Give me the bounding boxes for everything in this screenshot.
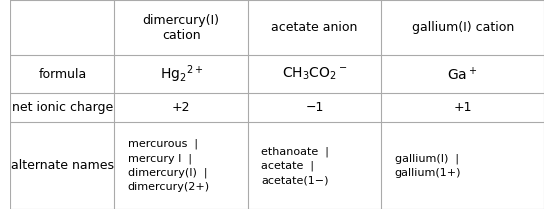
Text: ethanoate  |
acetate  |
acetate(1−): ethanoate | acetate | acetate(1−) [261, 146, 329, 185]
Text: net ionic charge: net ionic charge [12, 101, 113, 114]
Text: gallium(I) cation: gallium(I) cation [411, 21, 514, 34]
Text: mercurous  |
mercury I  |
dimercury(I)  |
dimercury(2+): mercurous | mercury I | dimercury(I) | d… [128, 139, 210, 192]
Text: formula: formula [38, 68, 86, 81]
Text: CH$_3$CO$_2$$^-$: CH$_3$CO$_2$$^-$ [282, 66, 347, 82]
Text: +1: +1 [453, 101, 472, 114]
Text: −1: −1 [305, 101, 324, 114]
Text: alternate names: alternate names [11, 159, 114, 172]
Text: Ga$^+$: Ga$^+$ [448, 66, 478, 83]
Text: +2: +2 [172, 101, 190, 114]
Text: dimercury(I)
cation: dimercury(I) cation [143, 14, 220, 42]
Text: gallium(I)  |
gallium(1+): gallium(I) | gallium(1+) [394, 153, 461, 178]
Text: Hg$_2$$^{2+}$: Hg$_2$$^{2+}$ [159, 63, 203, 85]
Text: acetate anion: acetate anion [271, 21, 358, 34]
